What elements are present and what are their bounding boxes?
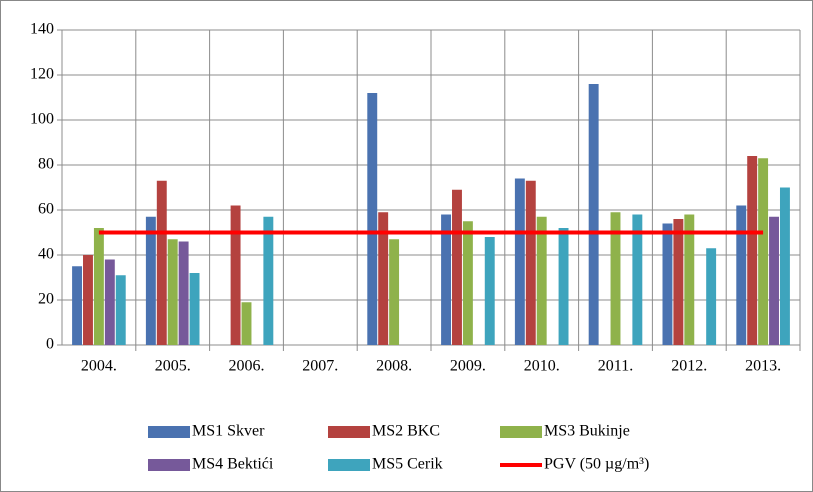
legend-label: MS5 Cerik: [372, 456, 443, 473]
bar: [104, 259, 115, 345]
x-tick-label: 2004.: [81, 358, 117, 375]
bar: [779, 187, 790, 345]
bar: [178, 241, 189, 345]
y-tick-label: 100: [30, 111, 54, 128]
legend-label: MS3 Bukinje: [544, 423, 630, 440]
legend-marker: [148, 459, 190, 471]
bar: [758, 158, 769, 345]
x-tick-label: 2010.: [524, 358, 560, 375]
bar: [378, 212, 389, 345]
x-tick-label: 2006.: [229, 358, 265, 375]
x-tick-label: 2007.: [302, 358, 338, 375]
bar: [747, 156, 758, 345]
x-tick-label: 2012.: [671, 358, 707, 375]
bar: [230, 205, 241, 345]
legend-marker: [500, 426, 542, 438]
bar: [93, 228, 104, 345]
bar: [441, 214, 452, 345]
bar: [706, 248, 717, 345]
y-tick-label: 20: [38, 291, 54, 308]
bar: [536, 216, 547, 345]
bar: [514, 178, 525, 345]
bar: [662, 223, 673, 345]
bar: [736, 205, 747, 345]
bar: [367, 93, 378, 345]
bar: [389, 239, 400, 345]
legend-marker: [328, 426, 370, 438]
legend-label: MS2 BKC: [372, 423, 440, 440]
bar: [525, 180, 536, 345]
bar: [610, 212, 621, 345]
bar: [263, 216, 274, 345]
bar: [632, 214, 643, 345]
legend-label: MS1 Skver: [192, 423, 265, 440]
y-tick-label: 120: [30, 66, 54, 83]
x-tick-label: 2008.: [376, 358, 412, 375]
y-tick-label: 80: [38, 156, 54, 173]
legend-marker: [148, 426, 190, 438]
legend-label: MS4 Bektići: [192, 456, 274, 473]
bar: [673, 219, 684, 345]
bar: [83, 255, 93, 345]
bar: [452, 189, 462, 345]
bar: [462, 221, 473, 345]
x-tick-label: 2013.: [745, 358, 781, 375]
x-tick-label: 2011.: [598, 358, 633, 375]
bar: [241, 302, 252, 345]
legend-marker: [328, 459, 370, 471]
bar: [588, 84, 599, 345]
bar: [558, 228, 569, 345]
bar: [167, 239, 178, 345]
y-tick-label: 40: [38, 246, 54, 263]
bar: [156, 180, 167, 345]
bar: [684, 214, 695, 345]
x-tick-label: 2005.: [155, 358, 191, 375]
bar: [145, 216, 156, 345]
bar: [115, 275, 126, 345]
x-tick-label: 2009.: [450, 358, 486, 375]
bar: [769, 216, 779, 345]
y-tick-label: 60: [38, 201, 54, 218]
bar: [484, 237, 495, 345]
legend-label: PGV (50 µg/m³): [544, 456, 649, 473]
y-tick-label: 140: [30, 21, 54, 38]
bar: [189, 273, 200, 345]
bar: [72, 266, 83, 345]
y-tick-label: 0: [46, 336, 54, 353]
